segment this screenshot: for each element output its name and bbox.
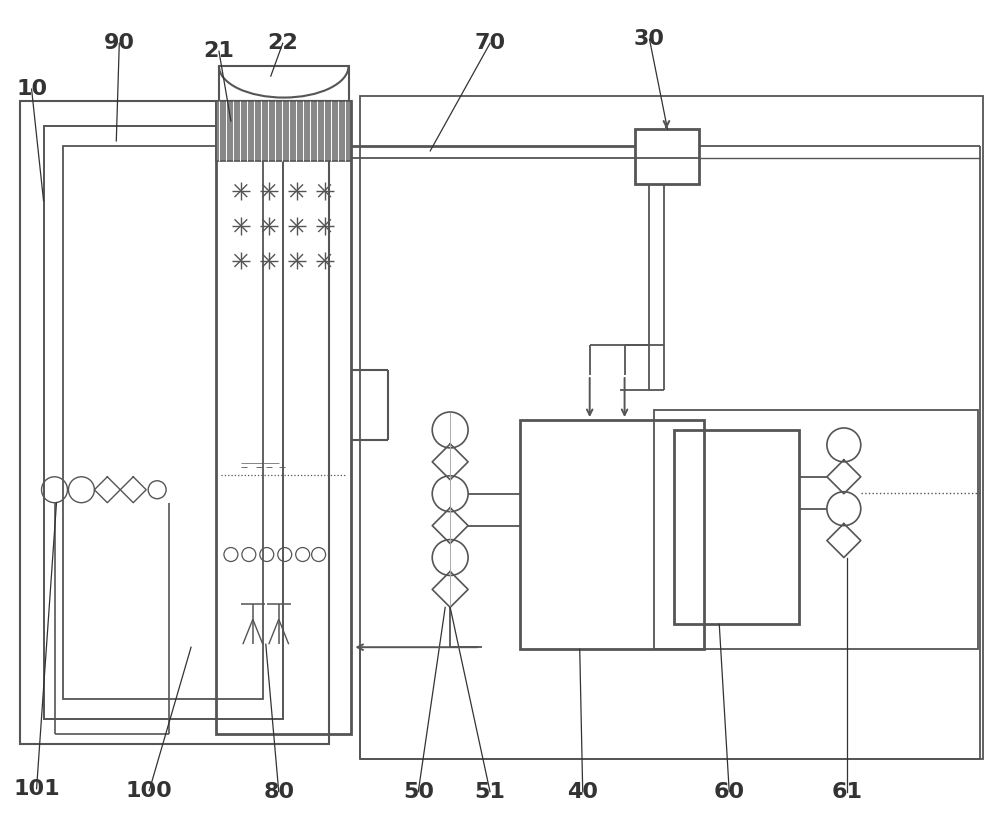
Bar	[63, 146, 263, 699]
Bar	[674, 430, 799, 625]
Text: 51: 51	[475, 782, 505, 802]
Bar	[44, 126, 283, 719]
Bar	[216, 101, 351, 734]
Bar	[520, 420, 704, 649]
Text: 101: 101	[13, 779, 60, 799]
Bar	[216, 101, 351, 161]
Text: 21: 21	[204, 41, 234, 61]
Text: 22: 22	[267, 33, 298, 54]
Text: 80: 80	[263, 782, 294, 802]
Text: 10: 10	[16, 79, 47, 99]
Text: 70: 70	[474, 33, 506, 54]
Text: 30: 30	[634, 29, 665, 50]
Bar	[654, 410, 978, 649]
Bar	[219, 66, 349, 101]
Text: 61: 61	[831, 782, 862, 802]
Text: 90: 90	[104, 33, 135, 54]
Bar	[360, 96, 983, 759]
Text: 100: 100	[126, 780, 173, 801]
Bar	[635, 129, 699, 184]
Bar	[20, 101, 329, 744]
Text: 60: 60	[714, 782, 745, 802]
Text: 40: 40	[567, 782, 598, 802]
Text: 50: 50	[403, 782, 434, 802]
